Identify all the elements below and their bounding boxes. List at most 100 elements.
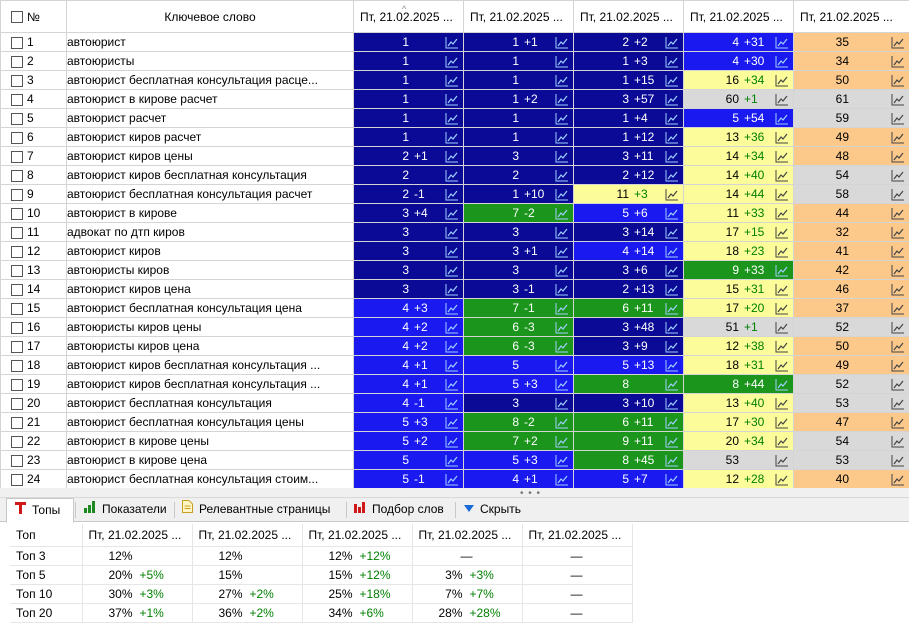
chart-icon[interactable] <box>665 207 679 220</box>
table-row[interactable]: 20 автоюрист бесплатная консультация 4 -1 3 3… <box>0 393 909 413</box>
position-cell[interactable]: 3 <box>353 260 464 280</box>
position-cell[interactable]: 9 +11 <box>573 431 684 451</box>
chart-icon[interactable] <box>665 302 679 315</box>
position-cell[interactable]: 47 <box>793 412 909 432</box>
position-cell[interactable]: 1 <box>353 127 464 147</box>
keyword-cell[interactable]: автоюрист киров бесплатная консультация <box>66 165 354 185</box>
position-cell[interactable]: 16 +34 <box>683 70 794 90</box>
chart-icon[interactable] <box>665 131 679 144</box>
table-row[interactable]: 14 автоюрист киров цена 3 3 -1 2 +13 15 +31 46 <box>0 279 909 299</box>
row-checkbox[interactable] <box>11 226 23 239</box>
chart-icon[interactable] <box>555 416 569 429</box>
keyword-cell[interactable]: автоюрист бесплатная консультация расчет <box>66 184 354 204</box>
chart-icon[interactable] <box>775 473 789 486</box>
chart-icon[interactable] <box>891 150 905 163</box>
select-all-checkbox[interactable] <box>11 11 23 24</box>
chart-icon[interactable] <box>445 226 459 239</box>
position-cell[interactable]: 18 +23 <box>683 241 794 261</box>
chart-icon[interactable] <box>891 245 905 258</box>
position-cell[interactable]: 14 +34 <box>683 146 794 166</box>
position-cell[interactable]: 4 +1 <box>463 469 574 489</box>
position-cell[interactable]: 1 +1 <box>463 32 574 52</box>
position-cell[interactable]: 2 +13 <box>573 279 684 299</box>
position-cell[interactable]: 3 <box>353 241 464 261</box>
chart-icon[interactable] <box>665 188 679 201</box>
table-row[interactable]: 22 автоюрист в кирове цены 5 +2 7 +2 9 +11 20 +34… <box>0 431 909 451</box>
position-cell[interactable]: 41 <box>793 241 909 261</box>
row-checkbox[interactable] <box>11 36 23 49</box>
chart-icon[interactable] <box>665 226 679 239</box>
position-cell[interactable]: 1 <box>353 89 464 109</box>
position-cell[interactable]: 5 <box>353 450 464 470</box>
chart-icon[interactable] <box>775 416 789 429</box>
chart-icon[interactable] <box>891 131 905 144</box>
chart-icon[interactable] <box>665 150 679 163</box>
chart-icon[interactable] <box>891 36 905 49</box>
chart-icon[interactable] <box>445 169 459 182</box>
position-cell[interactable]: 1 +4 <box>573 108 684 128</box>
chart-icon[interactable] <box>445 283 459 296</box>
chart-icon[interactable] <box>555 150 569 163</box>
row-checkbox[interactable] <box>11 359 23 372</box>
chart-icon[interactable] <box>445 36 459 49</box>
keyword-cell[interactable]: автоюристы киров <box>66 260 354 280</box>
chart-icon[interactable] <box>891 416 905 429</box>
chart-icon[interactable] <box>555 340 569 353</box>
table-row[interactable]: 18 автоюрист киров бесплатная консультаци… <box>0 355 909 375</box>
chart-icon[interactable] <box>555 169 569 182</box>
position-cell[interactable]: 7 -2 <box>463 203 574 223</box>
table-row[interactable]: 11 адвокат по дтп киров 3 3 3 +14 17 +15 32 <box>0 222 909 242</box>
position-cell[interactable]: 4 +3 <box>353 298 464 318</box>
position-cell[interactable]: 3 <box>463 146 574 166</box>
position-cell[interactable]: 1 +15 <box>573 70 684 90</box>
chart-icon[interactable] <box>665 454 679 467</box>
position-cell[interactable]: 1 <box>353 70 464 90</box>
row-checkbox[interactable] <box>11 245 23 258</box>
position-cell[interactable]: 8 <box>573 374 684 394</box>
position-cell[interactable]: 5 <box>463 355 574 375</box>
position-cell[interactable]: 2 +2 <box>573 32 684 52</box>
keyword-cell[interactable]: автоюрист <box>66 32 354 52</box>
header-date-2[interactable]: Пт, 21.02.2025 ... <box>463 0 574 33</box>
chart-icon[interactable] <box>891 283 905 296</box>
position-cell[interactable]: 8 -2 <box>463 412 574 432</box>
keyword-cell[interactable]: автоюрист расчет <box>66 108 354 128</box>
keyword-cell[interactable]: автоюрист бесплатная консультация <box>66 393 354 413</box>
keyword-cell[interactable]: автоюрист киров <box>66 241 354 261</box>
table-row[interactable]: 23 автоюрист в кирове цена 5 5 +3 8 +45 53 53 <box>0 450 909 470</box>
position-cell[interactable]: 6 +11 <box>573 298 684 318</box>
chart-icon[interactable] <box>891 207 905 220</box>
chart-icon[interactable] <box>555 283 569 296</box>
position-cell[interactable]: 40 <box>793 469 909 489</box>
chart-icon[interactable] <box>445 359 459 372</box>
position-cell[interactable]: 50 <box>793 70 909 90</box>
chart-icon[interactable] <box>665 93 679 106</box>
chart-icon[interactable] <box>775 264 789 277</box>
chart-icon[interactable] <box>555 131 569 144</box>
position-cell[interactable]: 7 -1 <box>463 298 574 318</box>
position-cell[interactable]: 13 +40 <box>683 393 794 413</box>
chart-icon[interactable] <box>891 169 905 182</box>
chart-icon[interactable] <box>775 112 789 125</box>
chart-icon[interactable] <box>555 245 569 258</box>
position-cell[interactable]: 42 <box>793 260 909 280</box>
chart-icon[interactable] <box>555 302 569 315</box>
position-cell[interactable]: 53 <box>793 393 909 413</box>
panel-splitter[interactable]: • • • <box>0 488 909 499</box>
chart-icon[interactable] <box>775 397 789 410</box>
row-checkbox[interactable] <box>11 302 23 315</box>
position-cell[interactable]: 11 +33 <box>683 203 794 223</box>
keyword-cell[interactable]: автоюрист бесплатная консультация цена <box>66 298 354 318</box>
chart-icon[interactable] <box>555 397 569 410</box>
chart-icon[interactable] <box>445 264 459 277</box>
position-cell[interactable]: 4 -1 <box>353 393 464 413</box>
position-cell[interactable]: 1 <box>353 32 464 52</box>
table-row[interactable]: 19 автоюрист киров бесплатная консультаци… <box>0 374 909 394</box>
position-cell[interactable]: 3 +57 <box>573 89 684 109</box>
position-cell[interactable]: 1 +2 <box>463 89 574 109</box>
keyword-cell[interactable]: автоюристы киров цены <box>66 317 354 337</box>
chart-icon[interactable] <box>665 264 679 277</box>
position-cell[interactable]: 32 <box>793 222 909 242</box>
position-cell[interactable]: 3 <box>463 222 574 242</box>
tab-relevant-pages[interactable]: Релевантные страницы <box>174 498 346 522</box>
